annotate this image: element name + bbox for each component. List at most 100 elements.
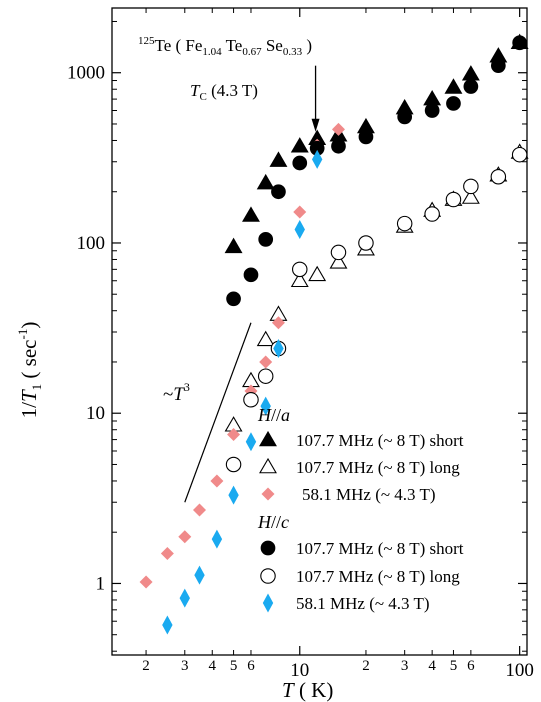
data-point bbox=[227, 427, 241, 441]
data-point bbox=[308, 265, 327, 282]
data-point bbox=[463, 79, 479, 94]
data-point bbox=[194, 565, 205, 585]
x-tick-label: 3 bbox=[401, 658, 409, 674]
x-tick-label: 100 bbox=[505, 660, 534, 681]
data-point bbox=[311, 149, 323, 169]
data-point bbox=[512, 35, 528, 51]
data-point bbox=[225, 456, 242, 473]
data-point bbox=[397, 109, 413, 125]
data-point bbox=[463, 178, 479, 195]
data-point bbox=[331, 138, 346, 154]
legend-label: 107.7 MHz (~ 8 T) long bbox=[296, 458, 460, 477]
data-point bbox=[273, 338, 284, 358]
legend-marker bbox=[259, 430, 277, 447]
data-point bbox=[269, 151, 288, 167]
slope-guide-line bbox=[184, 322, 252, 503]
axis-ticks bbox=[112, 8, 527, 655]
x-tick-label: 10 bbox=[290, 660, 309, 681]
plot-frame bbox=[111, 7, 528, 656]
chart-title: 125Te ( Fe1.04 Te0.67 Se0.33 ) bbox=[138, 35, 312, 58]
data-point bbox=[260, 396, 271, 416]
data-point bbox=[242, 371, 260, 388]
data-point bbox=[424, 206, 440, 222]
data-point bbox=[162, 615, 173, 635]
data-point bbox=[243, 391, 259, 408]
data-point bbox=[210, 474, 224, 488]
slope-annotation: ~T3 bbox=[163, 380, 190, 405]
data-point bbox=[271, 316, 285, 330]
x-tick-label: 5 bbox=[450, 658, 458, 674]
data-point bbox=[292, 155, 308, 171]
data-point bbox=[292, 261, 308, 278]
data-point bbox=[445, 191, 462, 208]
data-point bbox=[331, 122, 345, 136]
data-point bbox=[193, 503, 207, 517]
data-point bbox=[139, 575, 153, 589]
data-point bbox=[178, 530, 192, 544]
x-tick-label: 6 bbox=[467, 658, 475, 674]
data-point bbox=[446, 96, 461, 111]
y-tick-label: 1000 bbox=[67, 63, 105, 84]
y-tick-label: 100 bbox=[77, 233, 106, 254]
data-point bbox=[490, 168, 507, 185]
data-series bbox=[139, 33, 529, 635]
legend-marker bbox=[262, 593, 274, 613]
tc-annotation: TC (4.3 T) bbox=[190, 81, 258, 103]
data-point bbox=[444, 78, 463, 94]
legend-marker bbox=[261, 487, 275, 501]
series-a-diamond-filled bbox=[139, 122, 345, 589]
x-tick-label: 4 bbox=[428, 658, 436, 674]
data-point bbox=[211, 529, 223, 549]
x-tick-label: 6 bbox=[247, 658, 255, 674]
legend-label: 107.7 MHz (~ 8 T) long bbox=[296, 567, 460, 586]
data-point bbox=[490, 58, 506, 74]
data-point bbox=[358, 129, 374, 145]
data-point bbox=[358, 235, 374, 251]
data-point bbox=[396, 215, 413, 232]
data-point bbox=[294, 219, 305, 239]
data-point bbox=[423, 90, 442, 106]
x-tick-label: 3 bbox=[181, 658, 189, 674]
legend-label: 107.7 MHz (~ 8 T) short bbox=[296, 539, 464, 558]
data-point bbox=[293, 205, 307, 219]
x-tick-label: 2 bbox=[362, 658, 370, 674]
data-point bbox=[257, 368, 274, 384]
data-point bbox=[511, 146, 528, 163]
data-point bbox=[242, 206, 260, 222]
series-c-circle-filled bbox=[226, 35, 528, 307]
series-a-triangle-filled bbox=[224, 33, 529, 254]
legend-group-label: H//a bbox=[257, 405, 290, 425]
data-point bbox=[245, 432, 257, 452]
legend-marker bbox=[260, 540, 276, 556]
data-point bbox=[330, 244, 347, 261]
legend-group-label: H//c bbox=[257, 512, 289, 532]
data-point bbox=[290, 137, 309, 153]
legend-marker bbox=[259, 457, 277, 474]
legend: H//a 107.7 MHz (~ 8 T) short 107.7 MHz (~ … bbox=[257, 405, 464, 613]
legend-marker bbox=[260, 568, 276, 584]
legend-label: 58.1 MHz (~ 4.3 T) bbox=[296, 594, 430, 613]
data-point bbox=[461, 188, 480, 204]
y-tick-label: 1 bbox=[96, 573, 106, 594]
series-c-thin-diamond-filled bbox=[162, 149, 323, 635]
data-point bbox=[329, 253, 348, 269]
x-tick-label: 5 bbox=[230, 658, 238, 674]
data-point bbox=[271, 184, 286, 200]
data-point bbox=[179, 588, 190, 608]
x-tick-label: 2 bbox=[142, 658, 150, 674]
data-point bbox=[424, 103, 440, 118]
data-point bbox=[256, 173, 275, 190]
tc-arrow-head bbox=[311, 118, 320, 132]
x-tick-label: 4 bbox=[209, 658, 217, 674]
data-point bbox=[258, 232, 274, 247]
data-point bbox=[228, 485, 239, 505]
data-point bbox=[226, 291, 241, 307]
data-point bbox=[160, 546, 174, 560]
y-axis-label: 1/T1 ( sec-1) bbox=[15, 322, 44, 419]
data-point bbox=[290, 271, 309, 288]
data-point bbox=[461, 65, 480, 81]
y-tick-label: 10 bbox=[86, 403, 105, 424]
data-point bbox=[224, 237, 243, 254]
